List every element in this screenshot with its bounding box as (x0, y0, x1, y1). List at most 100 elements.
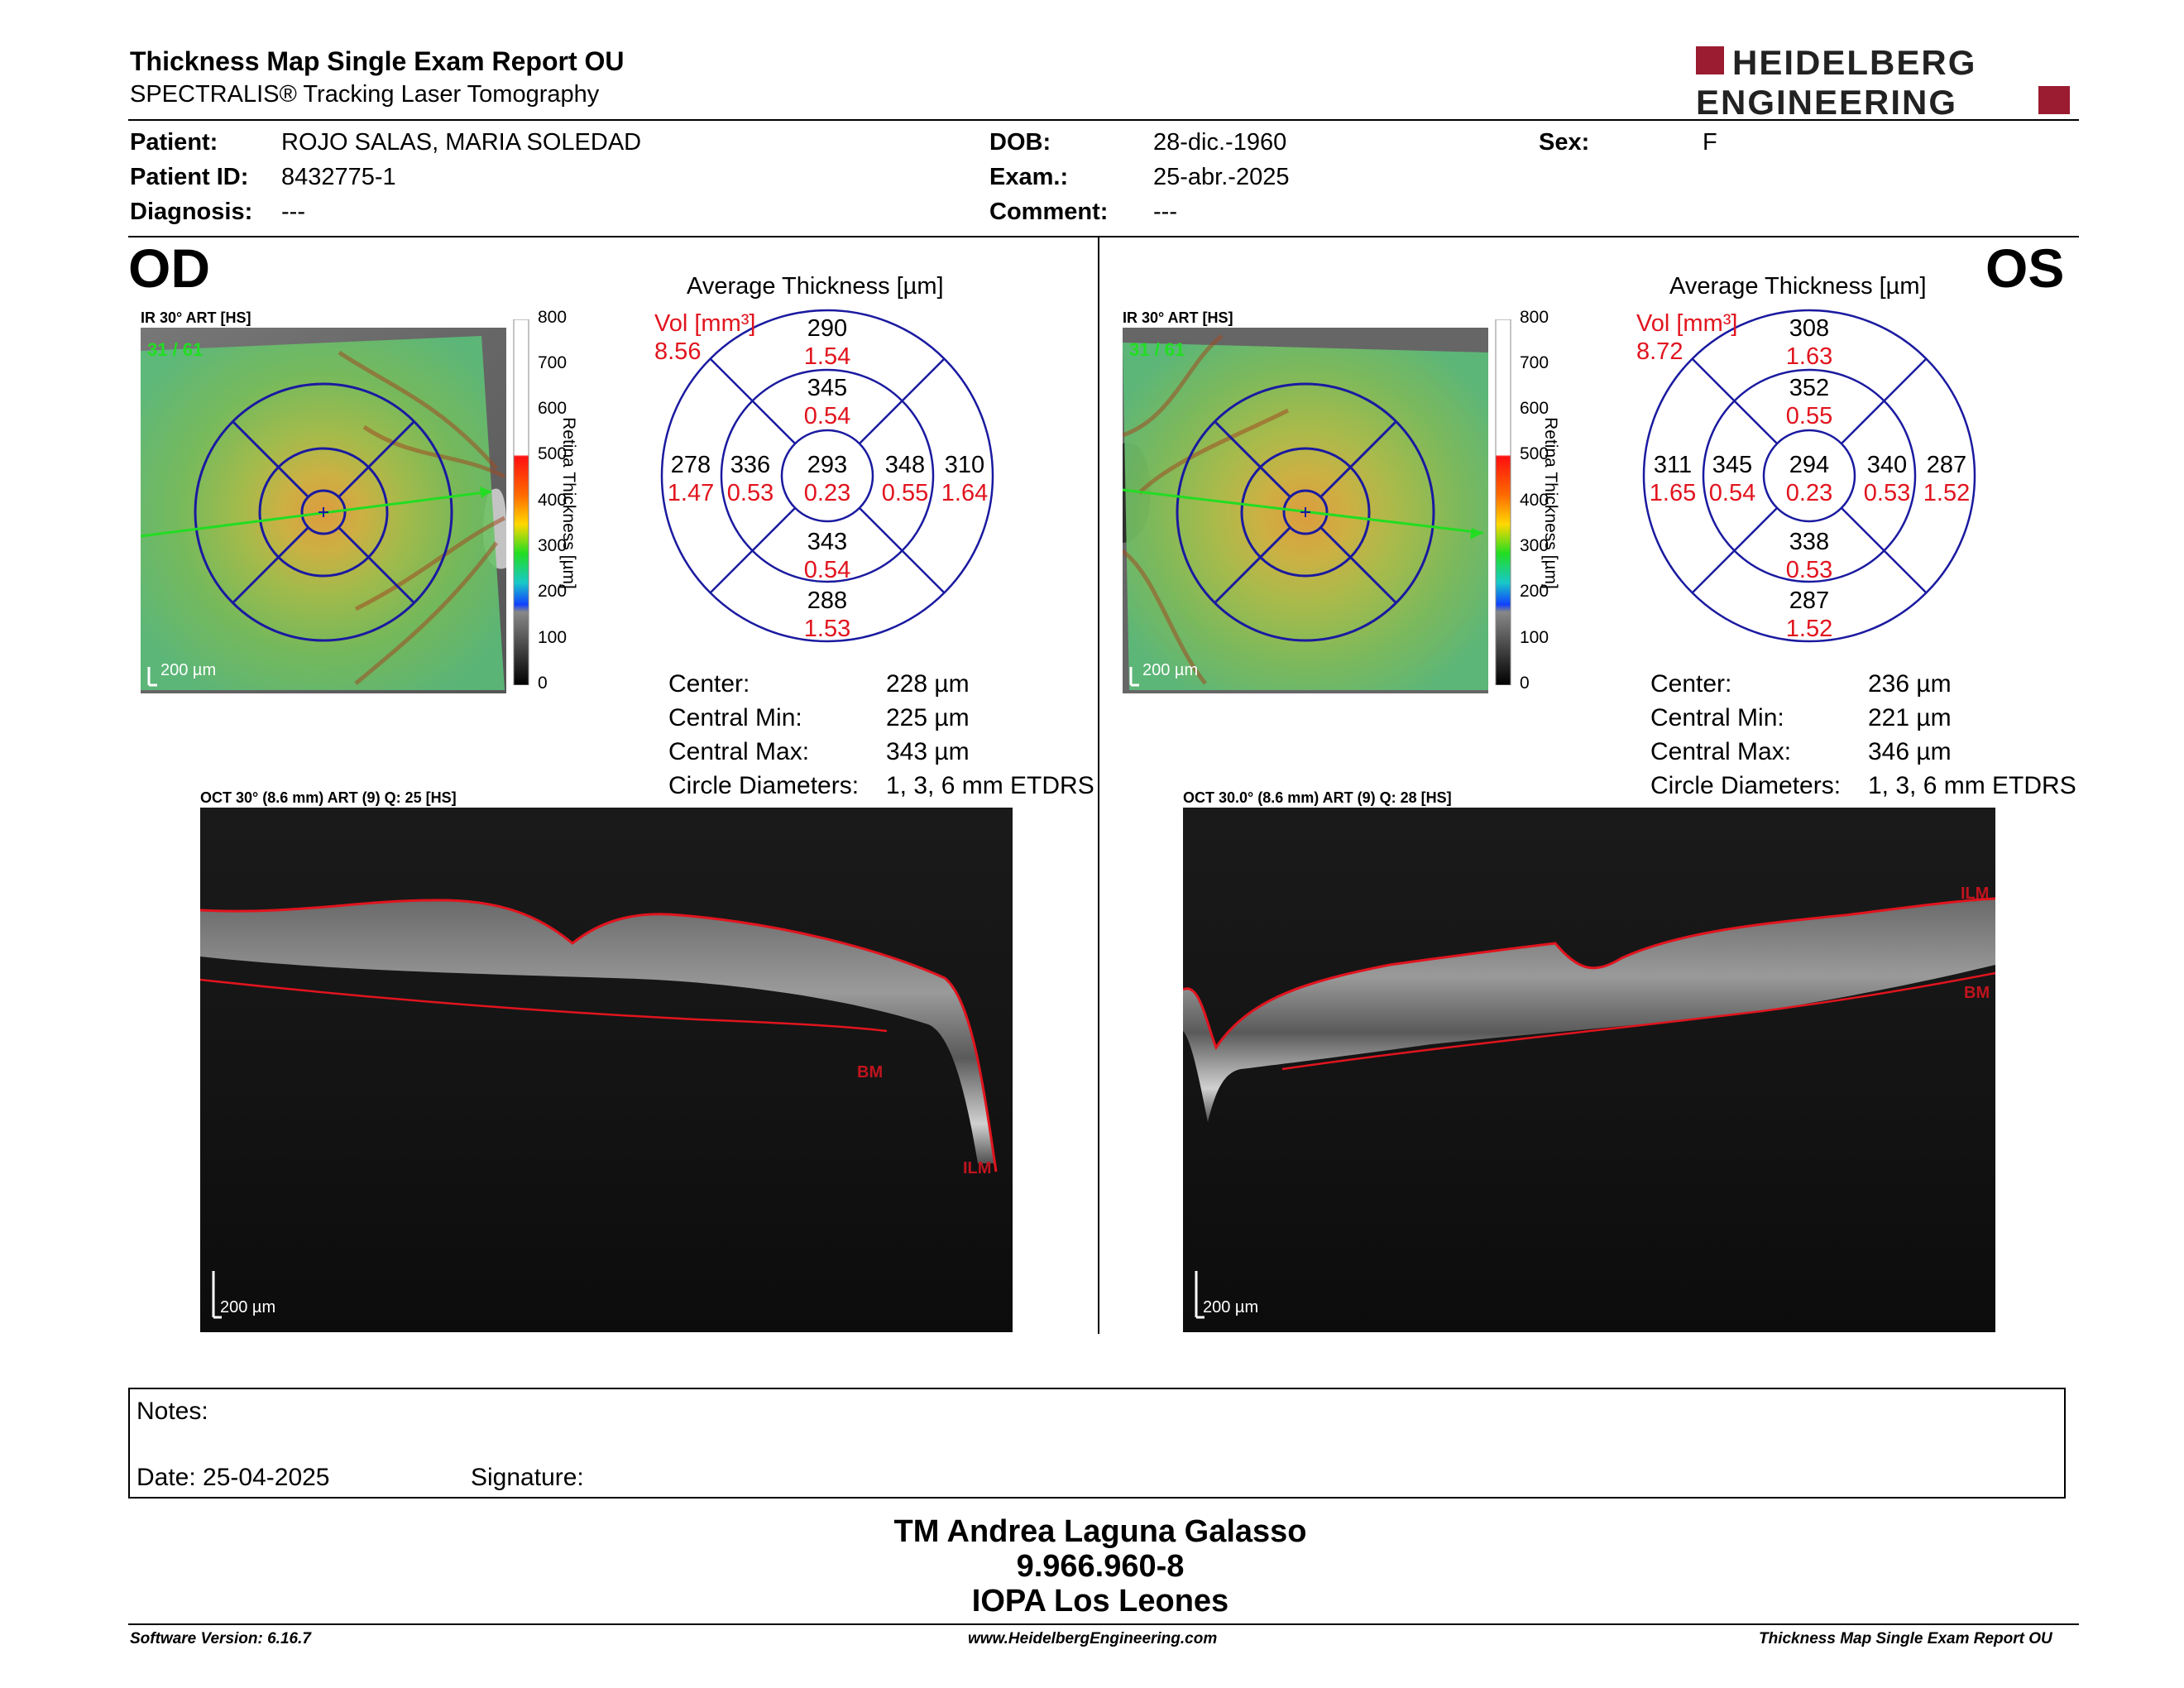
os-oct-scale: 200 µm (1203, 1298, 1258, 1316)
os-ii-volume: 0.53 (1785, 557, 1833, 583)
os-stat-diam-label: Circle Diameters: (1650, 772, 1842, 799)
heidelberg-logo: HEIDELBERG ENGINEERING (1696, 43, 2076, 126)
od-ii-volume: 0.54 (803, 557, 851, 583)
os-c-volume: 0.23 (1785, 480, 1833, 506)
footer-report-name: Thickness Map Single Exam Report OU (1759, 1630, 2052, 1647)
sex-label: Sex: (1539, 129, 1590, 156)
footer-website[interactable]: www.HeidelbergEngineering.com (968, 1630, 1218, 1647)
header-rule (128, 119, 2079, 121)
od-ii-thickness: 343 (807, 529, 848, 555)
os-is-thickness: 352 (1789, 375, 1830, 401)
os-ring-title: Average Thickness [µm] (1669, 273, 1927, 300)
notes-signature: Signature: (471, 1464, 584, 1491)
os-vol-label-text: Vol [mm³] (1636, 310, 1738, 337)
os-frame-counter: 31 / 61 (1129, 339, 1185, 360)
os-stat-center-value: 236 µm (1868, 670, 1952, 698)
os-eye-label: OS (1985, 237, 2065, 299)
exam-value: 25-abr.-2025 (1153, 164, 1290, 190)
os-oct-bscan: ILM BM 200 µm (1183, 808, 1995, 1332)
od-thickness-map: 31 / 61 200 µm (141, 328, 506, 693)
report-title: Thickness Map Single Exam Report OU (130, 46, 625, 76)
od-colorbar-label: Retina Thickness [µm] (559, 417, 578, 589)
os-stat-max-value: 346 µm (1868, 738, 1952, 765)
od-vol-label: Vol [mm³] 8.56 (654, 309, 755, 366)
notes-date: Date: 25-04-2025 (136, 1464, 330, 1491)
os-ir-scale: 200 µm (1142, 661, 1198, 679)
os-vol-value: 8.72 (1636, 338, 1684, 365)
os-cb-tick-300: 300 (1520, 536, 1549, 555)
od-sector-inner-inferior: 343 0.54 (790, 528, 864, 584)
sex-value: F (1703, 129, 1717, 156)
os-thickness-map: 31 / 61 200 µm (1123, 328, 1488, 693)
od-sector-outer-superior: 290 1.54 (790, 314, 864, 371)
os-cb-tick-100: 100 (1520, 628, 1549, 647)
footer-rule (128, 1623, 2079, 1625)
od-ir-scale: 200 µm (160, 661, 216, 679)
os-sector-inner-temporal: 345 0.54 (1695, 451, 1770, 507)
od-oct-bscan: BM ILM 200 µm (200, 808, 1013, 1332)
od-ir-title: IR 30° ART [HS] (141, 309, 251, 326)
od-stat-diam-label: Circle Diameters: (668, 772, 860, 799)
notes-box[interactable]: Notes: Date: 25-04-2025 Signature: (128, 1388, 2066, 1499)
os-in-volume: 0.53 (1863, 480, 1911, 506)
os-stat-center-label: Center: (1650, 670, 1732, 698)
od-in-volume: 0.55 (881, 480, 929, 506)
od-sector-center: 293 0.23 (790, 451, 864, 507)
od-it-volume: 0.53 (726, 480, 774, 506)
os-oi-thickness: 287 (1789, 587, 1830, 614)
exam-label: Exam.: (989, 164, 1069, 190)
od-stat-diam-value: 1, 3, 6 mm ETDRS (886, 772, 1094, 799)
signer-id: 9.966.960-8 (1016, 1549, 1185, 1584)
os-stat-min-value: 221 µm (1868, 704, 1952, 731)
od-cb-tick-100: 100 (538, 628, 568, 647)
od-stat-center-label: Center: (668, 670, 750, 698)
od-is-volume: 0.54 (803, 403, 851, 429)
patient-id: 8432775-1 (281, 164, 396, 190)
dob-value: 28-dic.-1960 (1153, 129, 1287, 156)
od-stat-center-value: 228 µm (886, 670, 970, 698)
os-cb-tick-0: 0 (1520, 674, 1530, 693)
diagnosis-value: --- (281, 199, 305, 225)
diagnosis-label: Diagnosis: (130, 199, 253, 225)
os-it-volume: 0.54 (1708, 480, 1756, 506)
od-cb-tick-400: 400 (538, 491, 568, 510)
od-cb-tick-500: 500 (538, 444, 568, 463)
od-ot-volume: 1.47 (667, 480, 715, 506)
os-cb-tick-200: 200 (1520, 582, 1549, 601)
os-sector-inner-nasal: 340 0.53 (1850, 451, 1924, 507)
od-os-volume: 1.54 (803, 343, 851, 370)
od-oi-volume: 1.53 (803, 616, 851, 642)
os-sector-center: 294 0.23 (1772, 451, 1846, 507)
od-stat-max-label: Central Max: (668, 738, 810, 765)
od-frame-counter: 31 / 61 (147, 339, 203, 360)
od-cb-tick-800: 800 (538, 308, 568, 327)
od-cb-tick-0: 0 (538, 674, 548, 693)
os-etdrs-grid (1642, 309, 1976, 643)
footer-software: Software Version: 6.16.7 (130, 1630, 311, 1647)
os-oi-volume: 1.52 (1785, 616, 1833, 642)
os-cb-tick-800: 800 (1520, 308, 1549, 327)
os-on-volume: 1.52 (1923, 480, 1971, 506)
os-colorbar-label: Retina Thickness [µm] (1541, 417, 1560, 589)
eye-divider (1098, 237, 1099, 1334)
comment-value: --- (1153, 199, 1177, 225)
od-os-thickness: 290 (807, 315, 848, 342)
patient-id-label: Patient ID: (130, 164, 249, 190)
os-ot-thickness: 311 (1653, 452, 1693, 478)
od-cb-tick-700: 700 (538, 353, 568, 372)
od-cb-tick-600: 600 (538, 399, 568, 418)
os-it-thickness: 345 (1712, 452, 1753, 478)
od-colorbar (513, 319, 529, 685)
od-on-thickness: 310 (944, 452, 985, 478)
os-sector-outer-superior: 308 1.63 (1772, 314, 1846, 371)
os-ii-thickness: 338 (1789, 529, 1830, 555)
signer-name: TM Andrea Laguna Galasso (893, 1514, 1307, 1549)
od-sector-outer-inferior: 288 1.53 (790, 587, 864, 643)
od-oct-scale: 200 µm (220, 1298, 275, 1316)
os-sector-outer-inferior: 287 1.52 (1772, 587, 1846, 643)
notes-label: Notes: (136, 1398, 208, 1425)
od-is-thickness: 345 (807, 375, 848, 401)
od-cb-tick-300: 300 (538, 536, 568, 555)
od-sector-inner-superior: 345 0.54 (790, 374, 864, 430)
od-it-thickness: 336 (730, 452, 771, 478)
